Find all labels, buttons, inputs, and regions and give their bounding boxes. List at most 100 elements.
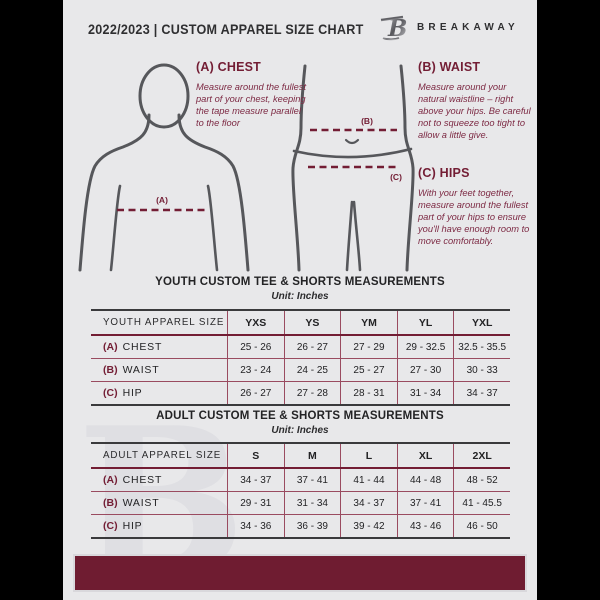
cell-value: 25 - 26 [227,336,284,358]
cell-value: 46 - 50 [453,515,510,537]
chest-instructions: Measure around the fullest part of your … [196,82,307,129]
table-row: (A) CHEST 34 - 37 37 - 41 41 - 44 44 - 48… [91,469,510,491]
cell-value: 28 - 31 [340,382,397,404]
waist-heading: (B) WAIST [418,60,481,74]
cell-value: 31 - 34 [283,492,341,514]
column-header: ADULT APPAREL SIZE [103,450,222,461]
page-title: 2022/2023 | CUSTOM APPAREL SIZE CHART [88,21,364,37]
column-header: YL [396,311,454,334]
cell-value: 23 - 24 [227,359,284,381]
lower-body-diagram [291,64,415,272]
row-key: (B) [103,497,118,509]
adult-table-title: ADULT CUSTOM TEE & SHORTS MEASUREMENTS [156,410,444,422]
youth-table-unit: Unit: Inches [271,291,329,302]
row-header: (B) WAIST [91,359,227,381]
row-key: (B) [103,364,118,376]
cell-value: 34 - 36 [227,515,284,537]
row-label: CHEST [122,341,163,353]
table-row: (B) WAIST 29 - 31 31 - 34 34 - 37 37 - 41… [91,491,510,514]
cell-value: 37 - 41 [396,492,454,514]
row-key: (C) [103,520,118,532]
cell-value: 26 - 27 [283,336,341,358]
youth-table-title: YOUTH CUSTOM TEE & SHORTS MEASUREMENTS [155,276,445,288]
table-row: (C) HIP 34 - 36 36 - 39 39 - 42 43 - 46 4… [91,514,510,537]
adult-header-row: ADULT APPAREL SIZE S M L XL 2XL [91,444,510,469]
waistband-curve [292,147,413,159]
row-key: (C) [103,387,118,399]
chest-line-label: (A) [156,195,168,205]
adult-table-unit: Unit: Inches [271,425,329,436]
row-header: (A) CHEST [91,469,227,491]
column-header: L [340,444,397,467]
document-canvas: 2022/2023 | CUSTOM APPAREL SIZE CHART B … [63,0,537,600]
right-inner-leg [352,200,362,272]
table-row: (C) HIP 26 - 27 27 - 28 28 - 31 31 - 34 3… [91,381,510,404]
table-row: (A) CHEST 25 - 26 26 - 27 27 - 29 29 - 32… [91,336,510,358]
right-inner-arm [206,184,219,272]
youth-size-table: YOUTH APPAREL SIZE YXS YS YM YL YXL (A) C… [91,309,510,406]
row-key: (A) [103,341,118,353]
left-shoulder-arm [78,113,151,272]
row-key: (A) [103,474,118,486]
left-hip-outline [291,64,307,272]
measurement-diagrams: (A) (B) (C) [78,63,415,272]
right-shoulder-arm [177,113,250,272]
hips-instructions: With your feet together, measure around … [418,188,530,247]
row-header: (C) HIP [91,382,227,404]
cell-value: 37 - 41 [283,469,341,491]
svg-text:B: B [387,15,407,41]
breakaway-b-logo-icon: B [380,15,407,41]
column-header: M [283,444,341,467]
left-inner-arm [109,184,122,272]
column-header: YOUTH APPAREL SIZE [103,317,225,328]
cell-value: 27 - 28 [283,382,341,404]
cell-value: 29 - 31 [227,492,284,514]
hips-heading: (C) HIPS [418,166,470,180]
row-header: (C) HIP [91,515,227,537]
cell-value: 32.5 - 35.5 [453,336,510,358]
cell-value: 41 - 45.5 [453,492,510,514]
row-label: WAIST [122,497,160,509]
row-header: (A) CHEST [91,336,227,358]
cell-value: 34 - 37 [340,492,397,514]
waist-instructions: Measure around your natural waistline – … [418,82,531,141]
cell-value: 34 - 37 [453,382,510,404]
cell-value: 26 - 27 [227,382,284,404]
row-label: CHEST [122,474,163,486]
torso-diagram [78,63,250,272]
column-header: YS [283,311,341,334]
row-header: (B) WAIST [91,492,227,514]
waist-line-label: (B) [361,116,373,126]
cell-value: 30 - 33 [453,359,510,381]
brand-lockup: B BREAKAWAY [379,13,519,41]
column-header: YXL [453,311,510,334]
cell-value: 41 - 44 [340,469,397,491]
chest-heading: (A) CHEST [196,60,261,74]
column-header: XL [396,444,454,467]
cell-value: 31 - 34 [396,382,454,404]
cell-value: 24 - 25 [283,359,341,381]
measurement-lines: (A) (B) (C) [117,116,402,212]
cell-value: 27 - 30 [396,359,454,381]
youth-header-row: YOUTH APPAREL SIZE YXS YS YM YL YXL [91,311,510,336]
column-header: YXS [227,311,284,334]
cell-value: 25 - 27 [340,359,397,381]
cell-value: 29 - 32.5 [396,336,454,358]
cell-value: 34 - 37 [227,469,284,491]
table-row: (B) WAIST 23 - 24 24 - 25 25 - 27 27 - 30… [91,358,510,381]
navel-mark [344,138,360,145]
row-label: WAIST [122,364,160,376]
cell-value: 39 - 42 [340,515,397,537]
column-header: 2XL [453,444,510,467]
cell-value: 43 - 46 [396,515,454,537]
footer-bar [73,554,527,592]
cell-value: 27 - 29 [340,336,397,358]
column-header: S [227,444,284,467]
brand-name: BREAKAWAY [417,21,519,33]
cell-value: 44 - 48 [396,469,454,491]
right-hip-outline [399,64,415,272]
row-label: HIP [122,520,143,532]
column-header: YM [340,311,397,334]
cell-value: 36 - 39 [283,515,341,537]
